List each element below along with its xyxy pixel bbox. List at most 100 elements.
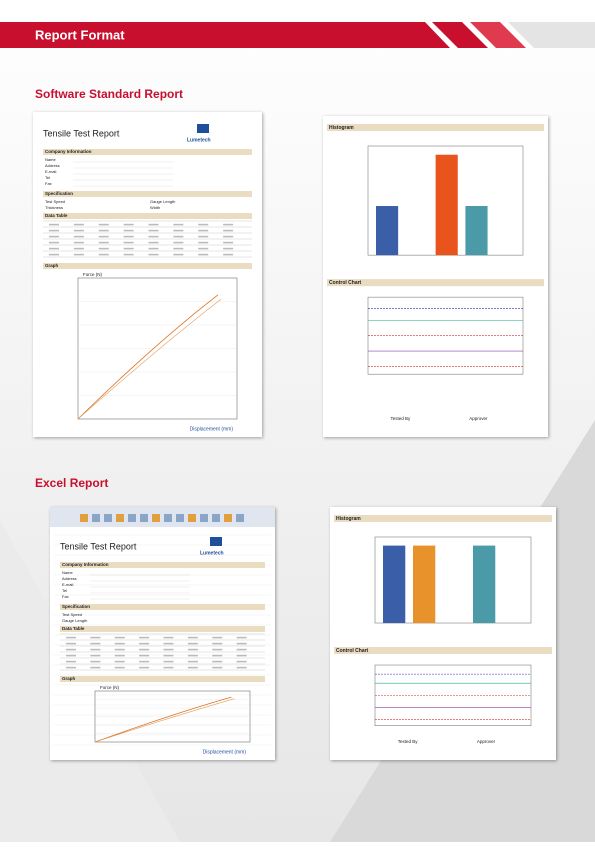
section-label: Specification [62, 604, 90, 609]
toolbar-icon [80, 514, 88, 522]
table-cell [198, 241, 209, 244]
table-cell [148, 253, 159, 256]
table-cell [66, 660, 76, 663]
section-title: Excel Report [35, 476, 108, 490]
report-title: Tensile Test Report [43, 128, 120, 138]
table-cell [173, 229, 184, 232]
logo-mark [197, 124, 209, 133]
table-cell [236, 654, 247, 657]
table-cell [223, 247, 234, 250]
toolbar-icon [200, 514, 208, 522]
section-title: Software Standard Report [35, 87, 183, 101]
table-cell [90, 642, 101, 645]
section-label: Control Chart [329, 280, 362, 286]
axis-label: Force (N) [83, 272, 103, 277]
toolbar-icon [212, 514, 220, 522]
curve [94, 696, 232, 743]
label: Gauge Length [62, 618, 87, 623]
section-label: Specification [45, 191, 73, 196]
axis-label: Displacement (mm) [203, 749, 247, 755]
axis-label: Force (N) [100, 685, 120, 690]
toolbar-icon [152, 514, 160, 522]
section-label: Graph [45, 263, 59, 268]
table-cell [139, 660, 150, 663]
table-cell [49, 253, 59, 256]
table-cell [90, 666, 101, 669]
table-cell [212, 648, 223, 651]
table-cell [73, 223, 84, 226]
toolbar-icon [128, 514, 136, 522]
table-cell [173, 241, 184, 244]
report-title: Tensile Test Report [60, 541, 137, 551]
header-stripe [432, 22, 488, 48]
report-sheet [50, 507, 275, 760]
table-cell [114, 660, 125, 663]
table-cell [73, 235, 84, 238]
table-cell [66, 666, 76, 669]
report-sheet [33, 112, 262, 437]
table-cell [223, 223, 234, 226]
table-cell [66, 636, 76, 639]
label: Tel [62, 588, 67, 593]
table-cell [148, 241, 159, 244]
table-cell [123, 235, 134, 238]
section-label: Control Chart [336, 648, 369, 654]
section-label: Data Table [45, 213, 68, 218]
table-cell [163, 660, 174, 663]
table-cell [98, 229, 109, 232]
table-cell [123, 253, 134, 256]
table-cell [49, 223, 59, 226]
table-cell [49, 229, 59, 232]
label: E-mail [45, 169, 56, 174]
label: Thickness [45, 205, 63, 210]
toolbar-icon [236, 514, 244, 522]
signature: Tested By [391, 416, 412, 421]
header-title: Report Format [35, 27, 125, 42]
logo: Lumetech [200, 550, 224, 556]
toolbar-icon [140, 514, 148, 522]
table-cell [187, 636, 198, 639]
table-cell [66, 642, 76, 645]
section-bar [60, 604, 265, 610]
table-cell [98, 241, 109, 244]
curve [77, 298, 222, 420]
toolbar-icon [116, 514, 124, 522]
table-cell [139, 642, 150, 645]
section-bar [60, 676, 265, 682]
label: Name [62, 570, 73, 575]
table-cell [123, 223, 134, 226]
table-cell [49, 247, 59, 250]
table-cell [236, 666, 247, 669]
label: Tel [45, 175, 50, 180]
table-cell [173, 223, 184, 226]
section-bar [43, 191, 252, 197]
table-cell [73, 247, 84, 250]
logo: Lumetech [187, 137, 211, 143]
section-bar [43, 149, 252, 155]
table-cell [212, 642, 223, 645]
label: Fax [62, 594, 69, 599]
label: Address [45, 163, 60, 168]
section-bar [43, 263, 252, 269]
section-label: Histogram [336, 516, 361, 522]
table-cell [198, 223, 209, 226]
section-label: Histogram [329, 125, 354, 131]
table-cell [223, 229, 234, 232]
section-bar [327, 124, 544, 131]
table-cell [198, 235, 209, 238]
signature: Approver [469, 416, 488, 421]
table-cell [223, 253, 234, 256]
table-cell [236, 636, 247, 639]
section-bar [334, 515, 552, 522]
section-bar [43, 213, 252, 219]
table-cell [212, 666, 223, 669]
label: Gauge Length [150, 199, 175, 204]
table-cell [163, 666, 174, 669]
section-label: Company Information [45, 149, 92, 154]
table-cell [163, 648, 174, 651]
table-cell [98, 223, 109, 226]
section-label: Data Table [62, 626, 85, 631]
table-cell [163, 654, 174, 657]
table-cell [114, 654, 125, 657]
